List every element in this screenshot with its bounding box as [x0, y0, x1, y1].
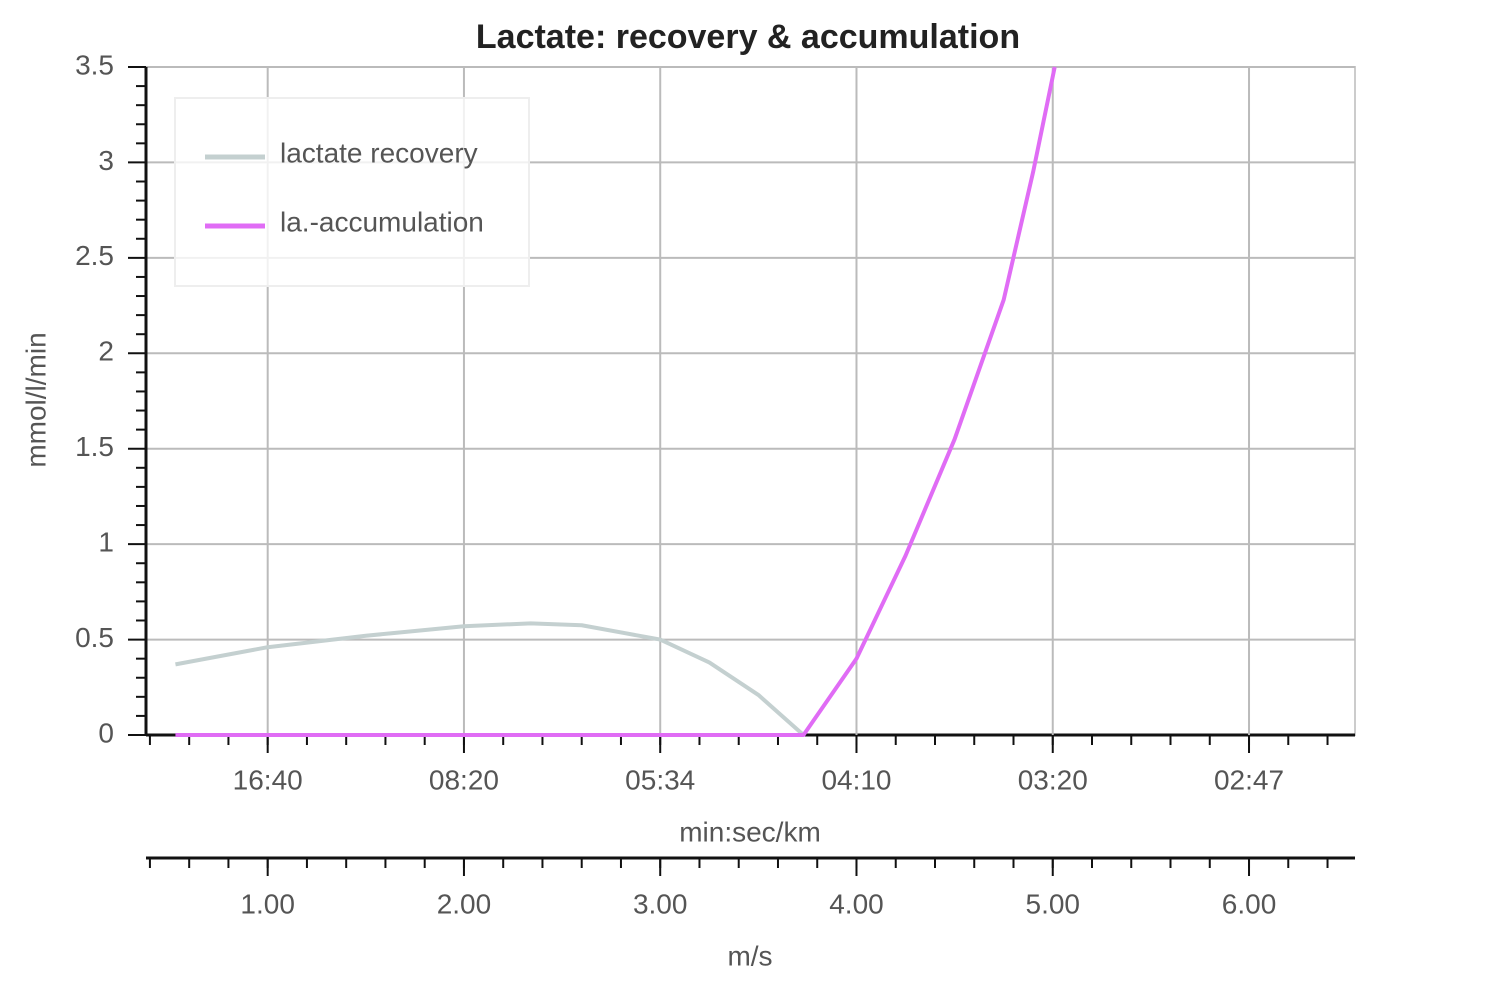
legend-label: la.-accumulation: [280, 206, 484, 237]
legend-box: [174, 97, 530, 287]
x-tick-label: 03:20: [1018, 764, 1088, 795]
x-tick-label: 3.00: [633, 888, 688, 919]
y-tick-label: 3.5: [75, 49, 114, 80]
chart-title: Lactate: recovery & accumulation: [476, 18, 1020, 56]
x-tick-label: 08:20: [429, 764, 499, 795]
x-tick-label: 2.00: [437, 888, 492, 919]
y-axis-label: mmol/l/min: [20, 332, 51, 467]
y-tick-label: 0.5: [75, 622, 114, 653]
x-tick-label: 02:47: [1214, 764, 1284, 795]
y-tick-label: 1.5: [75, 431, 114, 462]
legend-label: lactate recovery: [280, 137, 478, 168]
x-tick-label: 4.00: [829, 888, 884, 919]
y-tick-label: 3: [98, 145, 114, 176]
x-tick-label: 1.00: [240, 888, 295, 919]
x-tick-label: 5.00: [1026, 888, 1081, 919]
y-tick-label: 1: [98, 527, 114, 558]
x-axis-label: min:sec/km: [679, 816, 821, 847]
y-tick-label: 2: [98, 336, 114, 367]
x-tick-label: 16:40: [233, 764, 303, 795]
series-line: [175, 66, 1057, 737]
x2-axis-label: m/s: [727, 940, 772, 971]
series-line: [175, 621, 805, 737]
y-tick-label: 2.5: [75, 240, 114, 271]
x-tick-label: 04:10: [821, 764, 891, 795]
x-tick-label: 6.00: [1222, 888, 1277, 919]
y-tick-label: 0: [98, 717, 114, 748]
x-tick-label: 05:34: [625, 764, 695, 795]
